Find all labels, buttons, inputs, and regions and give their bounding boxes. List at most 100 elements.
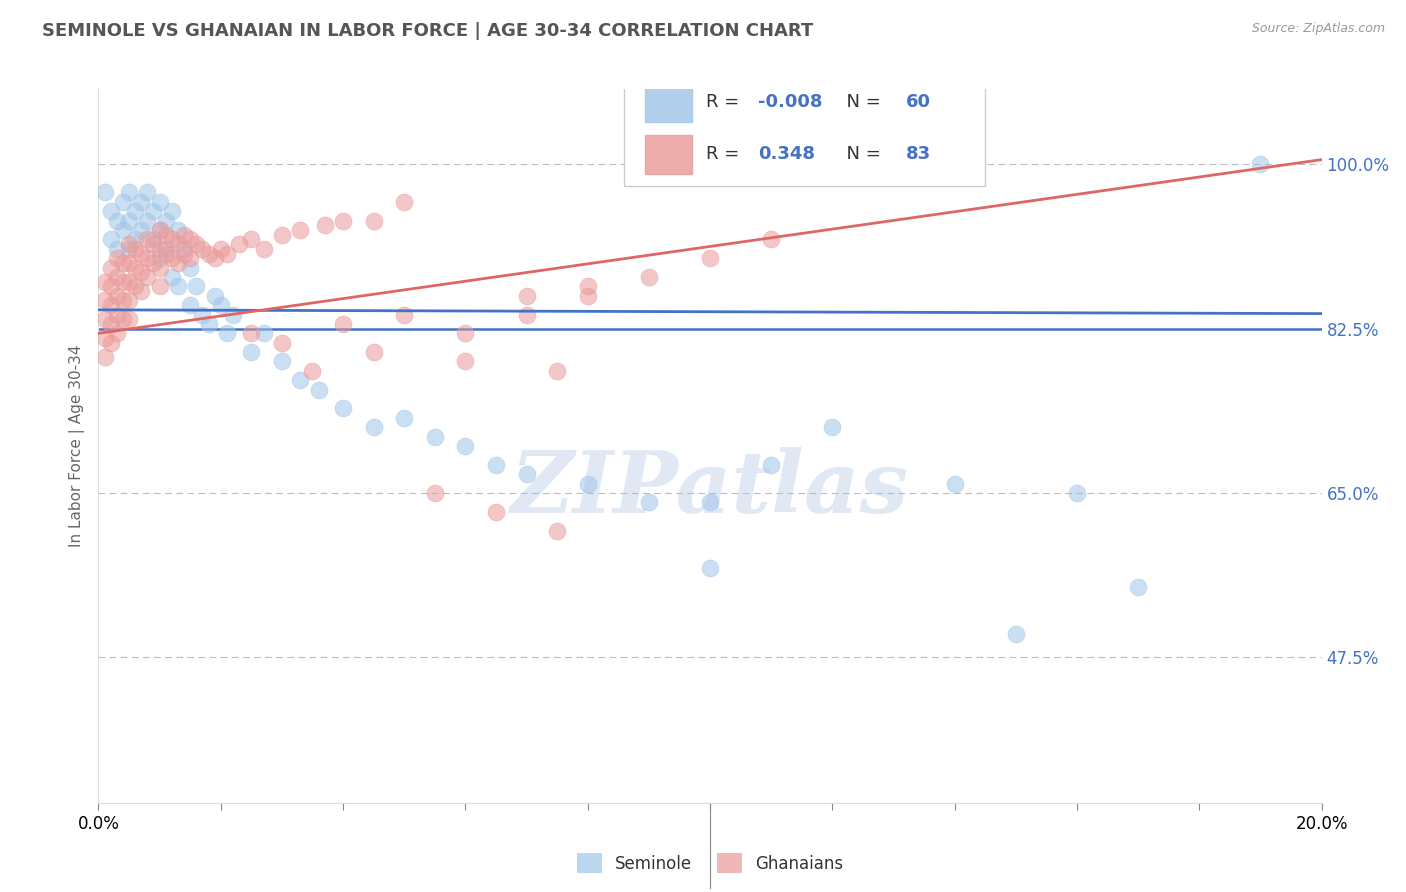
Point (155, 246, 177, 260)
Point (142, 232, 165, 246)
Point (699, 495, 721, 509)
Point (209, 298, 232, 312)
Point (228, 237, 250, 252)
Point (270, 335, 292, 350)
Point (105, 213, 128, 227)
Point (111, 256, 134, 270)
Point (100, 204, 122, 219)
Point (118, 237, 141, 252)
Point (124, 279, 146, 293)
Point (252, 326, 274, 341)
Text: Source: ZipAtlas.com: Source: ZipAtlas.com (1251, 22, 1385, 36)
Point (118, 242, 141, 256)
Point (308, 383, 330, 397)
Point (167, 256, 190, 270)
Point (270, 227, 292, 242)
Point (105, 308, 128, 322)
Point (111, 293, 134, 308)
Point (179, 232, 201, 246)
Legend: Seminole, Ghanaians: Seminole, Ghanaians (569, 847, 851, 880)
Point (149, 260, 172, 275)
Point (155, 227, 177, 242)
Point (821, 420, 844, 434)
Point (160, 270, 183, 285)
Text: R =: R = (706, 94, 745, 112)
Point (637, 270, 661, 285)
Point (516, 289, 538, 303)
Point (943, 476, 966, 491)
Point (576, 476, 599, 491)
Y-axis label: In Labor Force | Age 30-34: In Labor Force | Age 30-34 (69, 344, 84, 548)
Point (516, 308, 538, 322)
Point (100, 232, 122, 246)
Point (699, 251, 721, 265)
Point (332, 213, 354, 227)
Point (142, 204, 165, 219)
Point (1128, 580, 1150, 594)
Text: 60: 60 (905, 94, 931, 112)
Point (149, 279, 172, 293)
Point (1249, 157, 1271, 171)
Point (637, 495, 661, 509)
Point (423, 429, 446, 443)
Point (155, 213, 177, 227)
Point (332, 401, 354, 416)
Point (111, 275, 134, 289)
Point (173, 242, 195, 256)
Point (215, 246, 238, 260)
Point (252, 242, 274, 256)
Point (118, 186, 141, 200)
Point (240, 232, 263, 246)
Point (485, 458, 508, 472)
Point (314, 219, 336, 233)
Point (759, 458, 782, 472)
Point (149, 242, 172, 256)
Point (576, 279, 599, 293)
Point (209, 242, 232, 256)
Point (516, 467, 538, 482)
Point (129, 194, 152, 209)
Point (197, 317, 219, 331)
Point (270, 354, 292, 368)
Point (186, 279, 208, 293)
Point (454, 326, 477, 341)
Text: ZIPatlas: ZIPatlas (510, 447, 910, 531)
Point (118, 256, 141, 270)
Point (136, 232, 159, 246)
Point (129, 223, 152, 237)
Point (142, 237, 165, 252)
Point (160, 251, 183, 265)
Point (173, 246, 195, 260)
Point (136, 251, 159, 265)
Point (485, 505, 508, 519)
Point (167, 223, 190, 237)
Point (149, 223, 172, 237)
Point (363, 213, 385, 227)
Point (363, 345, 385, 359)
Point (124, 204, 146, 219)
Point (118, 275, 141, 289)
Bar (645, 135, 692, 174)
Point (149, 223, 172, 237)
Point (301, 364, 323, 378)
Point (191, 242, 214, 256)
Point (186, 237, 208, 252)
Point (423, 486, 446, 500)
Point (111, 223, 134, 237)
Point (222, 308, 245, 322)
Point (167, 237, 190, 252)
Point (105, 251, 128, 265)
Point (332, 317, 354, 331)
Point (173, 227, 195, 242)
Point (93, 293, 115, 308)
Point (111, 312, 134, 326)
Point (93, 312, 115, 326)
Point (124, 260, 146, 275)
Point (129, 265, 152, 279)
Point (100, 317, 122, 331)
Point (93, 186, 115, 200)
Point (136, 186, 159, 200)
Point (100, 335, 122, 350)
Point (392, 410, 416, 425)
Point (111, 194, 134, 209)
